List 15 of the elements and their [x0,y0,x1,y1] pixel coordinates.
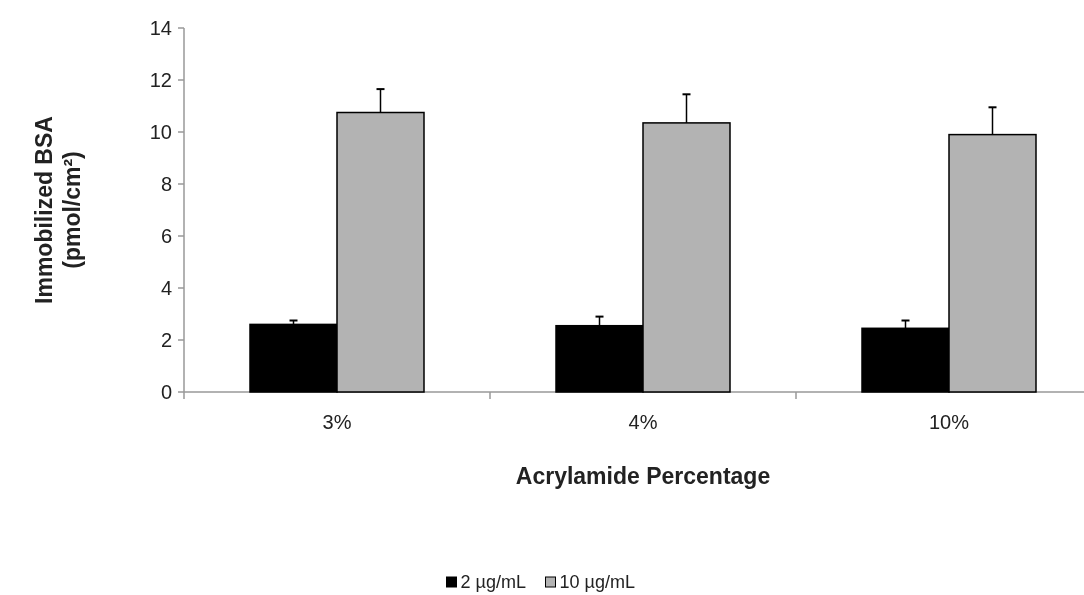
y-tick-label: 14 [149,17,172,39]
x-tick-label: 4% [628,411,658,433]
y-axis-title: Immobilized BSA (pmol/cm²) [31,116,85,304]
y-tick-label: 0 [160,381,172,403]
y-tick-label: 12 [149,69,172,91]
y-tick-label: 2 [160,329,172,351]
x-tick-label: 3% [322,411,352,433]
y-tick-label: 10 [149,121,172,143]
y-tick-label: 8 [160,173,172,195]
legend-label: 2 µg/mL [460,572,526,592]
legend-label: 10 µg/mL [559,572,635,592]
x-axis-title: Acrylamide Percentage [515,463,771,489]
x-tick-label: 10% [928,411,970,433]
y-tick-label: 4 [160,277,172,299]
y-tick-label: 6 [160,225,172,247]
